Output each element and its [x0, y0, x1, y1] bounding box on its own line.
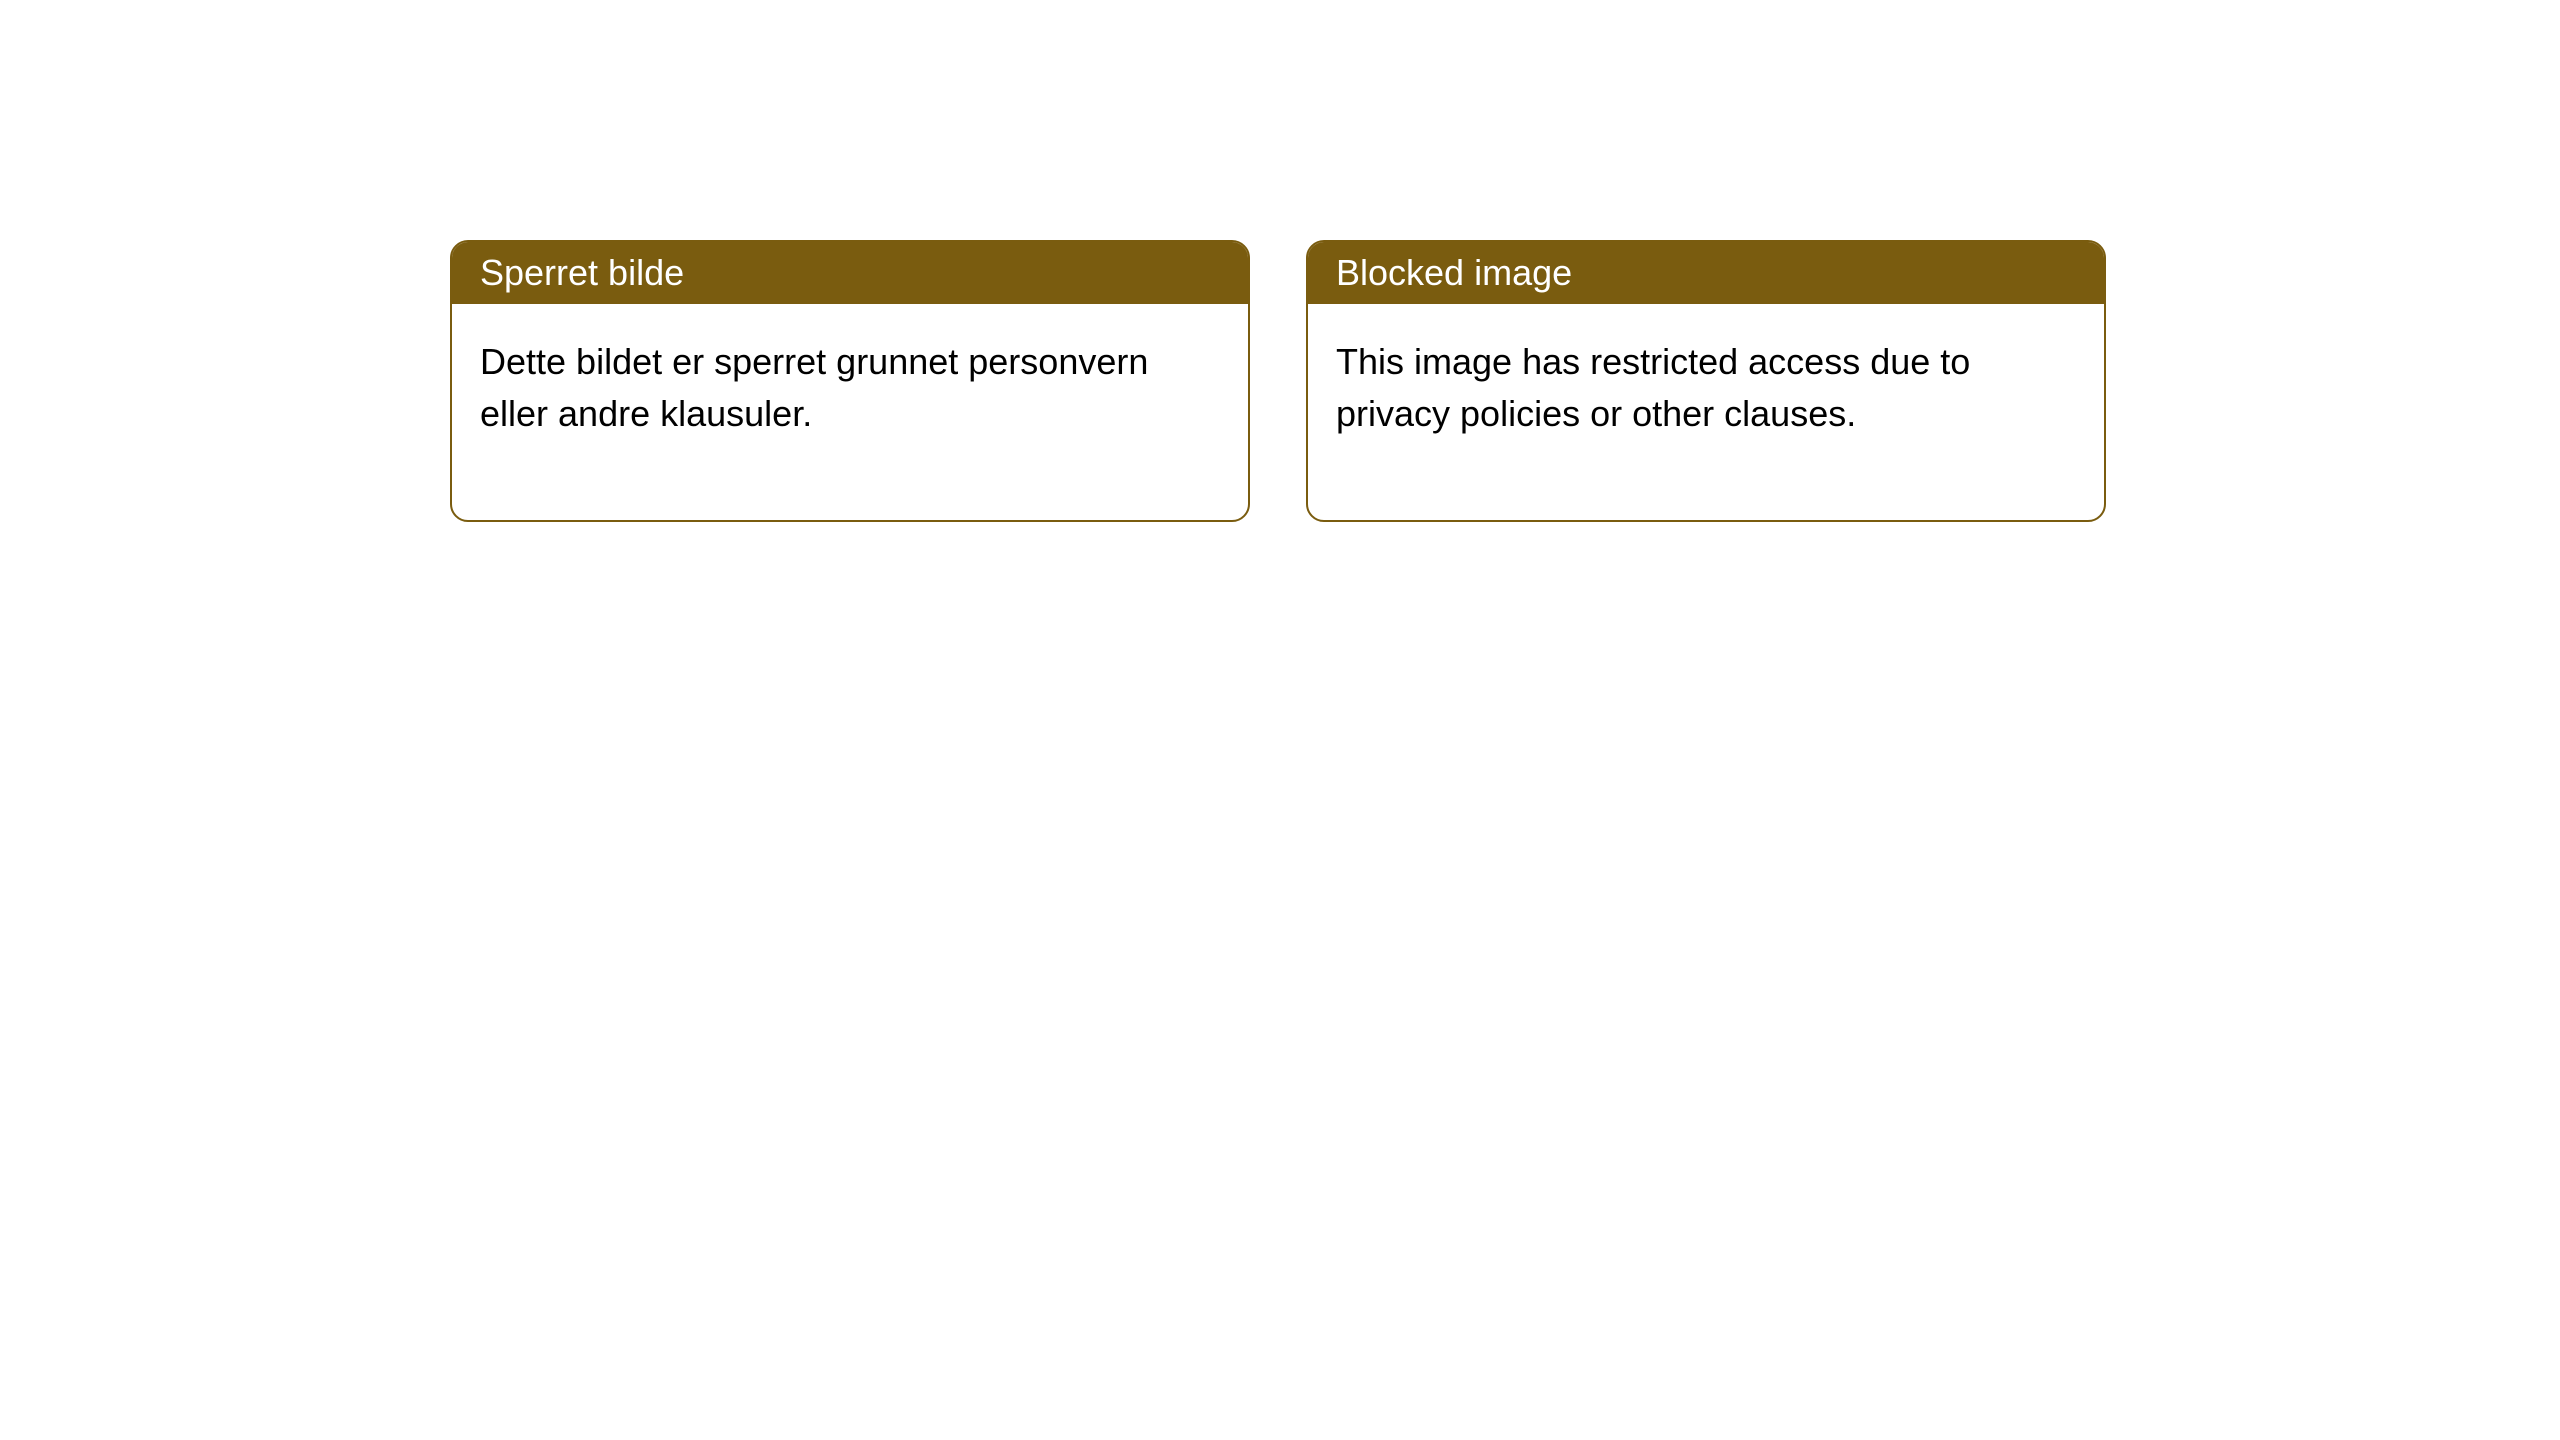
- notice-body-no: Dette bildet er sperret grunnet personve…: [452, 304, 1248, 520]
- notice-card-en: Blocked image This image has restricted …: [1306, 240, 2106, 522]
- notice-body-en: This image has restricted access due to …: [1308, 304, 2104, 520]
- notice-card-no: Sperret bilde Dette bildet er sperret gr…: [450, 240, 1250, 522]
- notice-title-no: Sperret bilde: [452, 242, 1248, 304]
- notice-title-en: Blocked image: [1308, 242, 2104, 304]
- notice-container: Sperret bilde Dette bildet er sperret gr…: [450, 240, 2106, 522]
